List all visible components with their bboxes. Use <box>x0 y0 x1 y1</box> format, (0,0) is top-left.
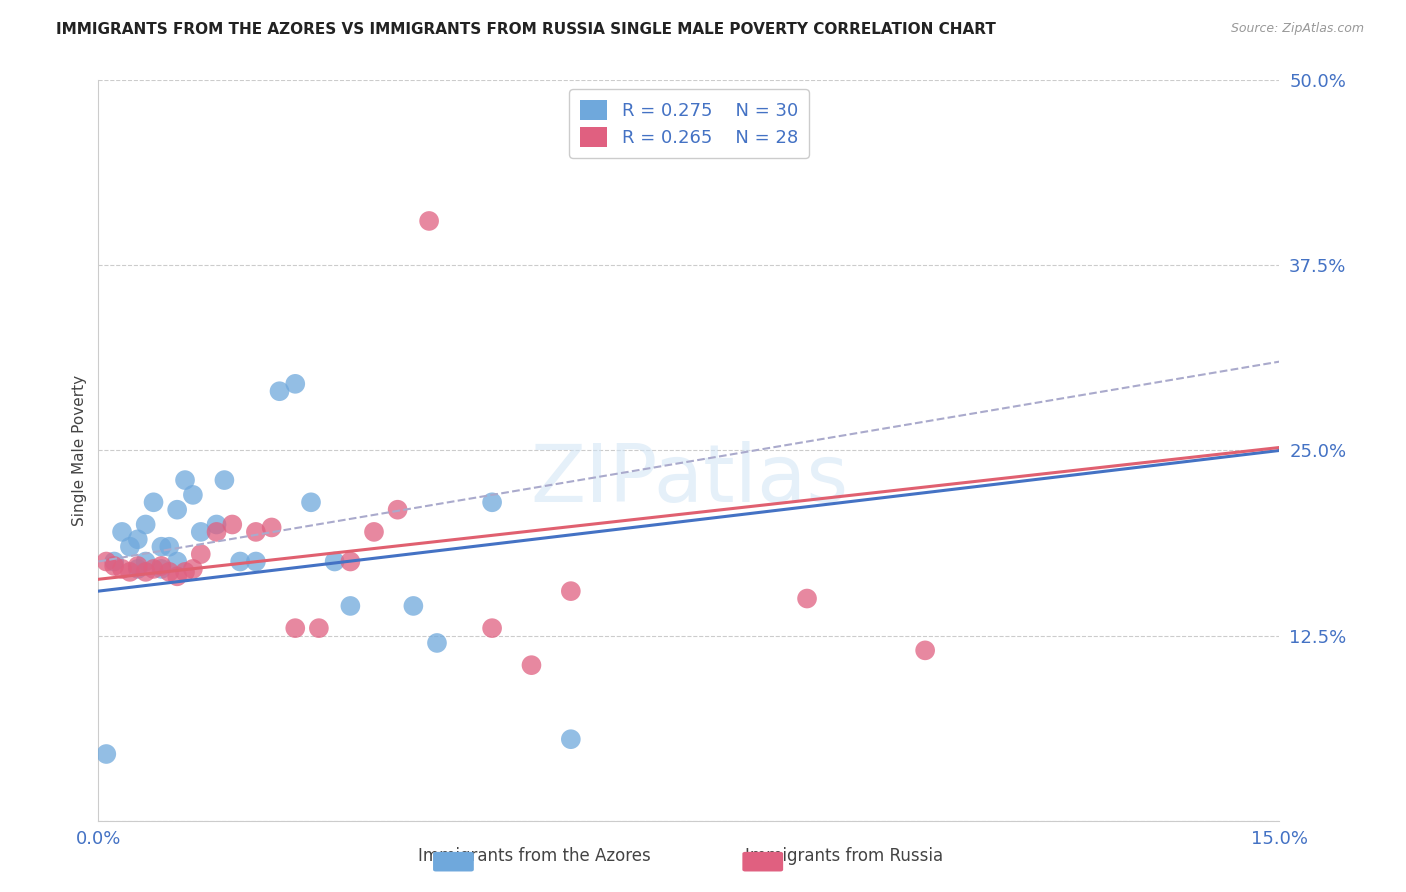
Point <box>229 555 252 569</box>
Point <box>245 524 267 539</box>
Point <box>560 732 582 747</box>
Point <box>157 565 180 579</box>
Text: ZIPatlas: ZIPatlas <box>530 441 848 519</box>
Legend: R = 0.275    N = 30, R = 0.265    N = 28: R = 0.275 N = 30, R = 0.265 N = 28 <box>569 89 808 158</box>
Text: Immigrants from Russia: Immigrants from Russia <box>745 847 942 865</box>
Point <box>426 636 449 650</box>
Point <box>284 621 307 635</box>
Point <box>103 558 125 573</box>
Point <box>111 562 134 576</box>
Point <box>323 555 346 569</box>
Point <box>150 540 173 554</box>
Point <box>166 569 188 583</box>
Point <box>118 565 141 579</box>
Y-axis label: Single Male Poverty: Single Male Poverty <box>72 375 87 526</box>
Point <box>205 517 228 532</box>
Text: Immigrants from the Azores: Immigrants from the Azores <box>418 847 651 865</box>
Point <box>142 562 165 576</box>
Point <box>142 495 165 509</box>
Point <box>166 555 188 569</box>
Point <box>135 565 157 579</box>
Point <box>260 520 283 534</box>
Point <box>308 621 330 635</box>
Point <box>214 473 236 487</box>
Point <box>339 599 361 613</box>
Point <box>269 384 291 399</box>
Point <box>481 495 503 509</box>
Point <box>181 562 204 576</box>
Point <box>339 555 361 569</box>
Point <box>127 558 149 573</box>
Text: Source: ZipAtlas.com: Source: ZipAtlas.com <box>1230 22 1364 36</box>
Point <box>245 555 267 569</box>
Point <box>205 524 228 539</box>
Point <box>914 643 936 657</box>
Point <box>150 562 173 576</box>
Point <box>111 524 134 539</box>
Point <box>118 540 141 554</box>
Point <box>127 562 149 576</box>
Point <box>166 502 188 516</box>
Point <box>135 555 157 569</box>
Point <box>190 524 212 539</box>
Point <box>387 502 409 516</box>
Point <box>481 621 503 635</box>
Point <box>96 747 118 761</box>
Point <box>418 214 440 228</box>
Point <box>299 495 322 509</box>
Point <box>157 540 180 554</box>
Point <box>150 558 173 573</box>
Point <box>560 584 582 599</box>
Point <box>284 376 307 391</box>
Point <box>103 555 125 569</box>
Point <box>96 555 118 569</box>
Point <box>181 488 204 502</box>
Text: IMMIGRANTS FROM THE AZORES VS IMMIGRANTS FROM RUSSIA SINGLE MALE POVERTY CORRELA: IMMIGRANTS FROM THE AZORES VS IMMIGRANTS… <box>56 22 995 37</box>
Point <box>135 517 157 532</box>
Point <box>190 547 212 561</box>
Point <box>520 658 543 673</box>
Point <box>363 524 385 539</box>
Point <box>796 591 818 606</box>
Point <box>174 473 197 487</box>
Point <box>174 565 197 579</box>
Point <box>221 517 243 532</box>
Point <box>402 599 425 613</box>
Point <box>127 533 149 547</box>
